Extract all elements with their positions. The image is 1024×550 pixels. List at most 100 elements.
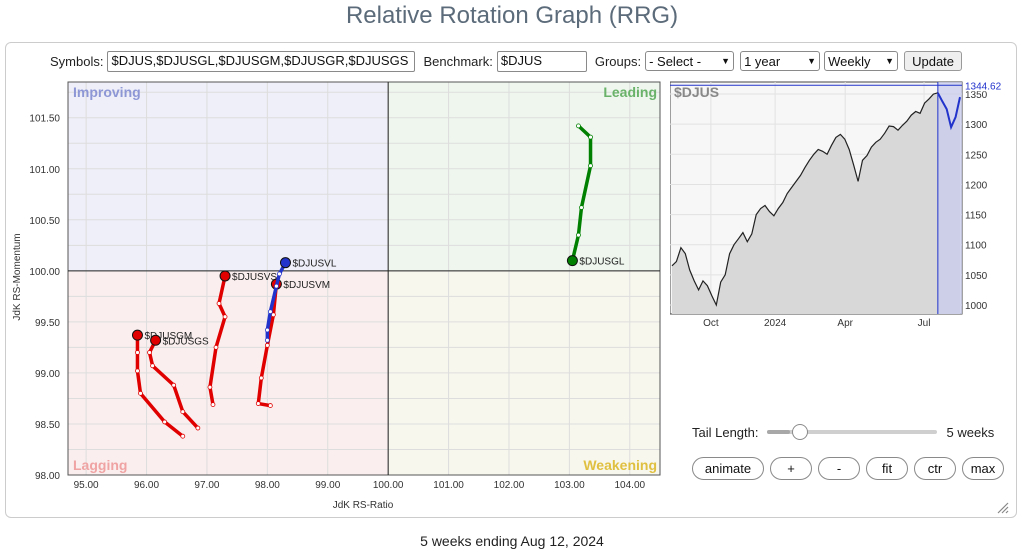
y-tick-label: 98.50 — [35, 420, 60, 431]
price-y-tick-label: 1000 — [965, 301, 988, 312]
x-tick-label: 95.00 — [74, 480, 99, 491]
tail-point — [267, 403, 273, 408]
tail-point — [576, 232, 581, 238]
zoom-in-button[interactable]: + — [770, 457, 812, 480]
y-tick-label: 99.00 — [35, 369, 60, 380]
benchmark-input[interactable]: $DJUS — [496, 50, 587, 72]
tail-length-control: Tail Length: 5 weeks — [692, 423, 1002, 441]
price-y-tick-label: 1300 — [965, 120, 988, 131]
x-axis-label: JdK RS-Ratio — [333, 500, 394, 511]
tail-period-highlight — [937, 82, 962, 314]
y-axis-label: JdK RS-Momentum — [12, 233, 23, 320]
quadrant-label-lagging: Lagging — [73, 457, 127, 473]
benchmark-label: Benchmark: — [423, 53, 493, 69]
tail-point — [135, 368, 140, 374]
series-head-point[interactable] — [566, 255, 578, 267]
price-y-tick-label: 1050 — [965, 271, 988, 282]
series-tail — [570, 124, 593, 263]
last-value-label: 1344.62 — [965, 81, 1002, 92]
tail-point — [267, 309, 273, 315]
series-label: $DJUSGM — [144, 331, 192, 342]
series-djusvs[interactable]: $DJUSVS — [207, 270, 277, 407]
price-y-tick-label: 1100 — [965, 241, 987, 252]
price-x-tick-label: 2024 — [764, 318, 787, 329]
x-tick-label: 102.00 — [494, 480, 525, 491]
series-djusvm[interactable]: $DJUSVM — [255, 278, 330, 408]
y-tick-label: 100.00 — [29, 267, 60, 278]
series-label: $DJUSVS — [232, 272, 277, 283]
symbols-input[interactable]: $DJUS,$DJUSGL,$DJUSGM,$DJUSGR,$DJUSGS — [107, 50, 416, 72]
x-tick-label: 101.00 — [433, 480, 464, 491]
center-button[interactable]: ctr — [914, 457, 956, 480]
y-tick-label: 101.50 — [29, 114, 60, 125]
tail-point — [258, 375, 264, 381]
tail-point — [210, 402, 216, 407]
tail-point — [162, 419, 168, 425]
last-value-badge — [963, 80, 1003, 92]
tail-point — [274, 283, 279, 289]
interval-select[interactable]: Weekly ▼ — [824, 51, 899, 71]
tail-point — [213, 345, 219, 350]
price-x-tick-label: Apr — [837, 318, 853, 329]
x-tick-label: 100.00 — [373, 480, 404, 491]
price-y-tick-label: 1350 — [965, 90, 988, 101]
x-tick-label: 99.00 — [315, 480, 340, 491]
series-head-point[interactable] — [279, 257, 291, 269]
tail-point — [216, 301, 222, 306]
groups-select-value: - Select - — [649, 53, 702, 69]
tail-point — [277, 271, 282, 277]
series-tail — [135, 333, 185, 438]
fit-button[interactable]: fit — [866, 457, 908, 480]
tail-point — [255, 401, 261, 406]
period-select[interactable]: 1 year ▼ — [740, 51, 821, 71]
y-tick-label: 99.50 — [35, 318, 60, 329]
series-djusgl[interactable]: $DJUSGL — [566, 123, 625, 268]
x-tick-label: 104.00 — [614, 480, 645, 491]
tail-point — [135, 350, 140, 355]
tail-point — [180, 433, 186, 439]
interval-select-value: Weekly — [828, 53, 871, 69]
chevron-down-icon: ▼ — [721, 56, 731, 66]
update-button[interactable]: Update — [904, 51, 963, 71]
quadrant-leading — [388, 82, 660, 271]
y-tick-label: 98.00 — [35, 471, 60, 482]
chevron-down-icon: ▼ — [807, 56, 817, 66]
tail-point — [207, 384, 213, 390]
rrg-chart[interactable]: 95.00 96.00 97.00 98.00 99.00 100.00 101.00 102… — [0, 75, 670, 515]
footer-caption: 5 weeks ending Aug 12, 2024 — [420, 533, 604, 549]
tail-length-slider[interactable] — [766, 424, 937, 440]
quadrant-label-improving: Improving — [73, 84, 141, 100]
tail-point — [171, 382, 177, 388]
tail-point — [579, 205, 584, 210]
tail-point — [264, 327, 270, 333]
resize-grip-icon[interactable] — [995, 500, 1009, 514]
groups-label: Groups: — [594, 53, 642, 69]
series-djusvl[interactable]: $DJUSVL — [264, 257, 337, 343]
price-y-tick-label: 1150 — [965, 211, 987, 222]
price-x-tick-label: Oct — [703, 318, 719, 329]
tail-length-label: Tail Length: — [692, 424, 759, 440]
zoom-out-button[interactable]: - — [818, 457, 860, 480]
max-button[interactable]: max — [962, 457, 1004, 480]
series-label: $DJUSGS — [163, 336, 209, 347]
series-djusgs[interactable]: $DJUSGS — [147, 334, 209, 431]
series-head-point[interactable] — [219, 270, 231, 282]
x-tick-label: 97.00 — [194, 480, 219, 491]
x-tick-label: 96.00 — [134, 480, 159, 491]
series-head-point[interactable] — [150, 334, 162, 346]
price-line-recent — [936, 92, 961, 131]
chevron-down-icon: ▼ — [885, 56, 895, 66]
tail-point — [138, 390, 143, 396]
series-djusgm[interactable]: $DJUSGM — [131, 329, 192, 439]
tail-point — [264, 342, 270, 348]
quadrant-label-weakening: Weakening — [583, 457, 657, 473]
tail-length-slider-handle[interactable] — [791, 424, 808, 440]
groups-select[interactable]: - Select - ▼ — [645, 51, 735, 71]
benchmark-price-chart: 1000 1050 1100 1150 1200 1250 1300 1350 Oct 2024 A… — [670, 80, 1003, 329]
animate-button[interactable]: animate — [692, 457, 764, 480]
series-tail — [208, 274, 227, 407]
series-head-point[interactable] — [131, 329, 143, 341]
y-tick-label: 100.50 — [29, 216, 60, 227]
plot-frame — [67, 81, 661, 476]
tail-point — [588, 134, 593, 140]
